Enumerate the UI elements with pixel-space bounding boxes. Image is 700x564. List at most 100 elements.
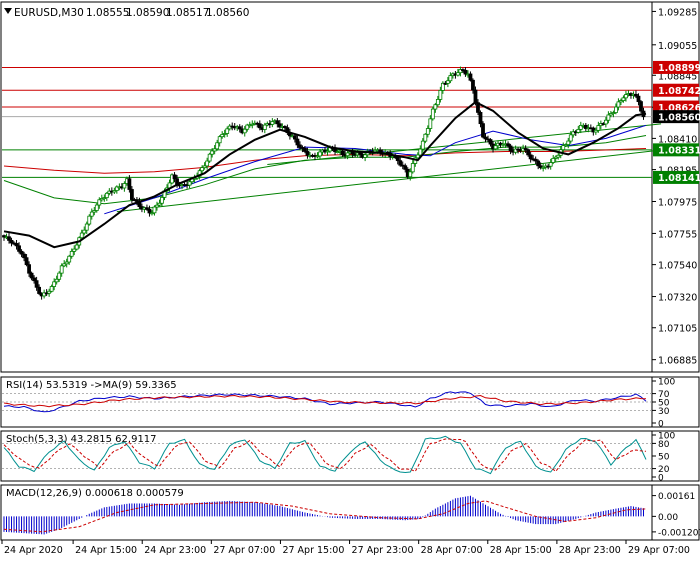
candle-body (435, 98, 440, 106)
candle-body (59, 265, 64, 274)
candle-body (473, 89, 478, 104)
candle-body (418, 148, 423, 156)
rsi-tick-label: 70 (658, 390, 670, 400)
candle-body (636, 95, 641, 103)
candle-body (438, 90, 443, 100)
candle-body (420, 140, 425, 150)
rsi-tick-label: 30 (658, 407, 670, 417)
time-axis: 24 Apr 2020 24 Apr 15:00 24 Apr 23:00 27 Ap… (1, 540, 690, 556)
candle-body (202, 165, 207, 169)
candle-body (616, 101, 621, 108)
candle-body (325, 150, 330, 153)
candle-body (606, 114, 611, 121)
candle-body (468, 73, 473, 81)
candle-body (478, 112, 483, 125)
level-price-tag (653, 83, 699, 97)
candle-body (47, 290, 52, 294)
candle-body (104, 192, 109, 199)
candle-body (458, 69, 463, 74)
stoch-frame (0, 430, 700, 482)
high-value: 1.08590 (126, 7, 169, 19)
candle-body (318, 151, 322, 157)
candle-body (82, 229, 87, 234)
candle-body (538, 165, 543, 169)
stoch-tick-label: 20 (658, 465, 670, 475)
price-panel: 1.092851.090551.088451.086251.084101.081… (0, 1, 700, 373)
candle-body (483, 136, 488, 140)
price-tick-label: 1.09055 (658, 41, 697, 52)
candle-body (222, 133, 227, 135)
candle-body (215, 142, 220, 150)
candle-body (526, 149, 531, 156)
candle-body (639, 101, 643, 112)
candle-body (410, 163, 415, 173)
symbol-header: EURUSD,M30 (14, 7, 84, 19)
stoch-line (3, 435, 647, 475)
candle-body (561, 145, 566, 151)
moving-average-red (3, 148, 647, 174)
candle-body (493, 145, 498, 150)
candle-body (541, 166, 546, 169)
candle-body (456, 72, 460, 76)
low-value: 1.08517 (166, 7, 209, 19)
candle-body (22, 253, 26, 259)
macd-tick-label: -0.001203 (658, 528, 700, 538)
candle-body (72, 248, 77, 252)
candle-body (403, 165, 408, 170)
price-tick-label: 1.08845 (658, 71, 697, 82)
stoch-tick-label: 0 (658, 474, 664, 484)
candle-body (548, 162, 553, 167)
candle-body (440, 82, 445, 91)
time-tick-label: 27 Apr 15:00 (282, 545, 344, 556)
candle-body (445, 80, 450, 84)
candle-body (145, 207, 149, 210)
candle-body (536, 160, 541, 167)
level-price-label: 1.08626 (658, 103, 700, 114)
price-tick-label: 1.07540 (658, 261, 697, 272)
price-tick-label: 1.07320 (658, 293, 697, 304)
candle-body (262, 124, 267, 130)
candle-body (114, 186, 119, 191)
rsi-tick-label: 100 (658, 378, 675, 388)
macd-tick-label: 0.00161 (658, 492, 695, 502)
candle-body (205, 160, 210, 167)
candle-body (237, 126, 242, 130)
candle-body (593, 129, 598, 133)
candle-body (408, 171, 413, 178)
candle-body (463, 69, 468, 75)
candle-body (619, 100, 623, 103)
current-price-label: 1.08560 (658, 112, 700, 123)
candle-body (102, 197, 107, 200)
candle-body (551, 158, 556, 163)
candle-body (245, 124, 250, 130)
candle-body (270, 121, 275, 125)
candle-body (7, 236, 11, 241)
time-tick-label: 24 Apr 15:00 (75, 545, 137, 556)
candle-body (212, 148, 217, 152)
candle-body (242, 128, 247, 134)
candle-body (488, 139, 493, 145)
candle-body (152, 206, 157, 214)
candle-body (566, 140, 571, 145)
time-tick-label: 24 Apr 23:00 (144, 545, 206, 556)
candle-body (568, 134, 573, 142)
candle-body (67, 255, 72, 263)
candle-body (603, 119, 608, 125)
candle-body (624, 94, 628, 99)
price-tick-label: 1.07105 (658, 324, 697, 335)
candle-body (92, 210, 97, 213)
time-tick-label: 24 Apr 2020 (4, 545, 63, 556)
time-tick-label: 27 Apr 07:00 (213, 545, 275, 556)
candle-body (295, 138, 300, 146)
candle-body (315, 155, 320, 158)
candle-body (395, 156, 400, 162)
candle-body (79, 232, 84, 239)
candle-body (508, 145, 513, 152)
candle-body (29, 272, 34, 279)
candle-body (150, 212, 154, 215)
time-tick-label: 29 Apr 07:00 (628, 545, 690, 556)
candle-body (398, 160, 403, 166)
